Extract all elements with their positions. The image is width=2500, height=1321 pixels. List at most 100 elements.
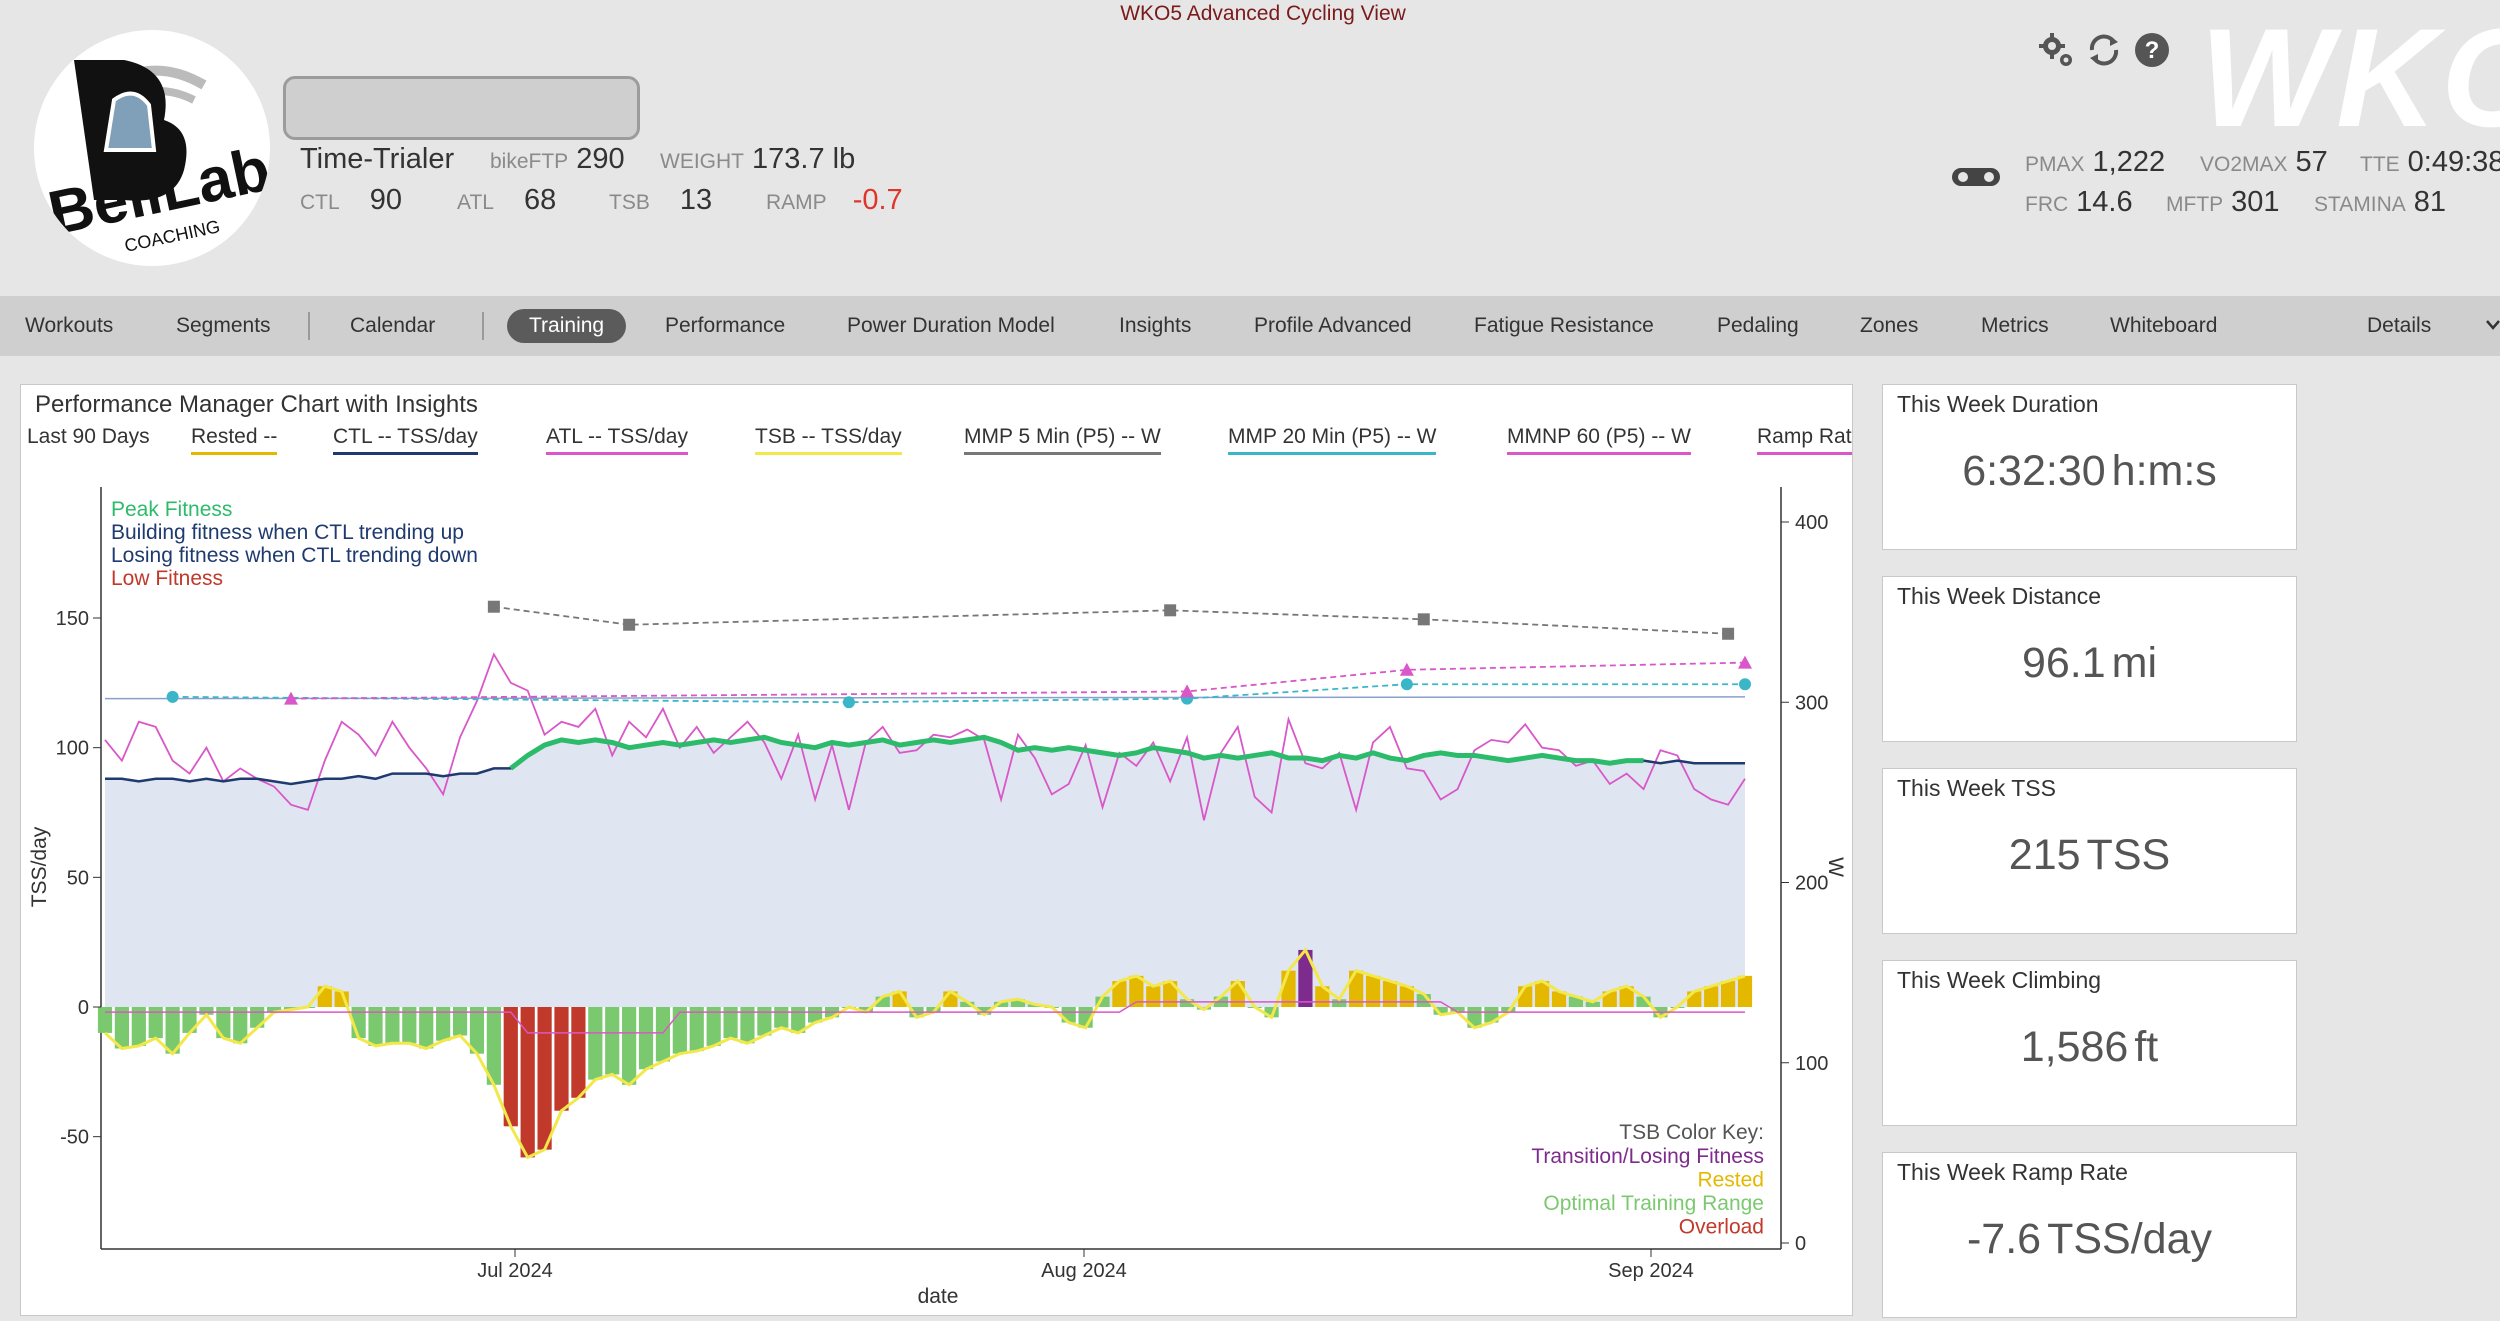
tsb-bar: [622, 1007, 637, 1085]
fitness-annotation: Peak Fitness: [111, 498, 232, 521]
tsb-bar: [131, 1007, 146, 1046]
tsb-bar: [960, 1001, 975, 1007]
tsb-bar: [1518, 986, 1533, 1007]
mmp-5min-point: [1722, 627, 1735, 640]
tab-details[interactable]: Details: [2367, 314, 2432, 337]
legend-rested[interactable]: Rested --: [191, 425, 278, 455]
bell-logo-icon: BellLab COACHING: [35, 31, 270, 265]
stat-title: This Week Ramp Rate: [1897, 1159, 2128, 1185]
y-tick-label: 0: [78, 997, 89, 1019]
tsb-bar: [520, 1007, 535, 1158]
tab-insights[interactable]: Insights: [1119, 314, 1192, 337]
stat-title: This Week Duration: [1897, 391, 2099, 417]
mmp-20min-point: [1400, 678, 1413, 691]
tsb-bar: [1146, 986, 1161, 1007]
performance-manager-chart-panel: Performance Manager Chart with Insights …: [20, 384, 1853, 1316]
tab-segments[interactable]: Segments: [176, 314, 271, 337]
athlete-name-box[interactable]: [283, 76, 640, 140]
chevron-down-icon[interactable]: [2486, 318, 2500, 332]
tsb-bar: [1163, 981, 1178, 1007]
y-tick-label: 100: [56, 738, 89, 760]
pmc-chart[interactable]: -50 0 50 100 150 0 100 200 300 400 Jul 2024 Aug 202…: [21, 455, 1853, 1316]
legend-mmp-5min[interactable]: MMP 5 Min (P5) -- W: [964, 425, 1161, 455]
tsb-bar: [1585, 1001, 1600, 1007]
tab-whiteboard[interactable]: Whiteboard: [2110, 314, 2218, 337]
stamina-metric: STAMINA 81: [2314, 186, 2447, 218]
tsb-bar: [317, 986, 332, 1007]
help-icon[interactable]: ?: [2132, 30, 2172, 70]
legend-ctl[interactable]: CTL -- TSS/day: [333, 425, 478, 455]
tab-zones[interactable]: Zones: [1860, 314, 1919, 337]
tsb-bar: [588, 1007, 603, 1080]
tsb-color-key-title: TSB Color Key:: [1619, 1121, 1764, 1144]
tab-metrics[interactable]: Metrics: [1981, 314, 2049, 337]
legend-mmnp-60[interactable]: MMNP 60 (P5) -- W: [1507, 425, 1691, 455]
frc-metric: FRC 14.6: [2025, 186, 2133, 218]
tsb-bar: [216, 1007, 231, 1039]
stat-value: 6:32:30 h:m:s: [1962, 447, 2217, 495]
tsb-bar: [791, 1007, 806, 1033]
tsb-bar: [97, 1007, 113, 1033]
power-series-line: [493, 605, 1729, 635]
tsb-bar: [1179, 999, 1195, 1007]
tab-workouts[interactable]: Workouts: [25, 314, 114, 337]
tab-pedaling[interactable]: Pedaling: [1717, 314, 1799, 337]
tsb-bar: [148, 1007, 163, 1039]
mmnp-60-point: [283, 691, 298, 705]
legend-mmp-20min[interactable]: MMP 20 Min (P5) -- W: [1228, 425, 1437, 455]
tsb-bar: [1737, 975, 1753, 1007]
tsb-bar: [875, 996, 890, 1007]
tsb-bar: [1551, 991, 1567, 1007]
stat-card-climbing: This Week Climbing 1,586 ft: [1882, 960, 2297, 1126]
stat-card-distance: This Week Distance 96.1 mi: [1882, 576, 2297, 742]
stat-value: 215 TSS: [2008, 831, 2171, 879]
chart-legend: Last 90 Days Rested -- CTL -- TSS/day AT…: [27, 425, 1852, 455]
nav-divider: [308, 312, 310, 340]
atl-metric: ATL 68: [457, 184, 557, 216]
mmnp-60-point: [1180, 684, 1195, 698]
tab-training[interactable]: Training: [507, 309, 627, 343]
legend-tsb[interactable]: TSB -- TSS/day: [755, 425, 902, 455]
tsb-bar: [926, 1007, 941, 1013]
stat-value: 1,586 ft: [2020, 1023, 2159, 1071]
stat-value: 96.1 mi: [2021, 639, 2158, 687]
tsb-color-key-entry: Rested: [1697, 1169, 1764, 1192]
tsb-bar: [1061, 1007, 1076, 1023]
tsb-bar: [858, 1007, 873, 1013]
tsb-bar: [571, 1007, 586, 1098]
tsb-bar: [1095, 996, 1110, 1007]
ramp-rate-line: [105, 1001, 1745, 1034]
vo2max-metric: VO2MAX 57: [2200, 146, 2328, 178]
y2-tick-label: 0: [1795, 1233, 1806, 1255]
tsb-bar: [1687, 991, 1702, 1007]
tab-performance[interactable]: Performance: [665, 314, 786, 337]
tsb-bar: [503, 1007, 518, 1127]
tsb-bar: [774, 1007, 789, 1028]
tsb-color-key-entry: Transition/Losing Fitness: [1531, 1145, 1764, 1168]
tab-power-duration-model[interactable]: Power Duration Model: [847, 314, 1055, 337]
tsb-bar: [1010, 999, 1026, 1007]
tab-profile-advanced[interactable]: Profile Advanced: [1254, 314, 1412, 337]
y2-tick-label: 300: [1795, 692, 1828, 714]
tsb-bar: [1568, 996, 1584, 1007]
tsb-bar: [706, 1007, 721, 1046]
fitness-annotation: Building fitness when CTL trending up: [111, 521, 464, 544]
tsb-bar: [1704, 986, 1719, 1007]
team-logo: BellLab COACHING: [34, 30, 270, 266]
stat-title: This Week Distance: [1897, 583, 2102, 609]
tsb-bar: [740, 1007, 755, 1044]
legend-ramp-rate[interactable]: Ramp Rat: [1757, 425, 1852, 455]
tab-calendar[interactable]: Calendar: [350, 314, 436, 337]
tab-fatigue-resistance[interactable]: Fatigue Resistance: [1474, 314, 1654, 337]
tsb-color-key-entry: Optimal Training Range: [1543, 1192, 1764, 1215]
tsb-bar: [486, 1007, 501, 1085]
tsb-bar: [419, 1007, 434, 1049]
refresh-icon[interactable]: [2084, 30, 2124, 70]
tsb-bar: [605, 1007, 620, 1075]
stat-card-tss: This Week TSS 215 TSS: [1882, 768, 2297, 934]
date-range-label[interactable]: Last 90 Days: [27, 425, 150, 448]
gear-icon[interactable]: [2036, 30, 2076, 70]
tsb-bar: [655, 1007, 671, 1062]
legend-atl[interactable]: ATL -- TSS/day: [546, 425, 688, 455]
tsb-bar: [1365, 975, 1381, 1007]
